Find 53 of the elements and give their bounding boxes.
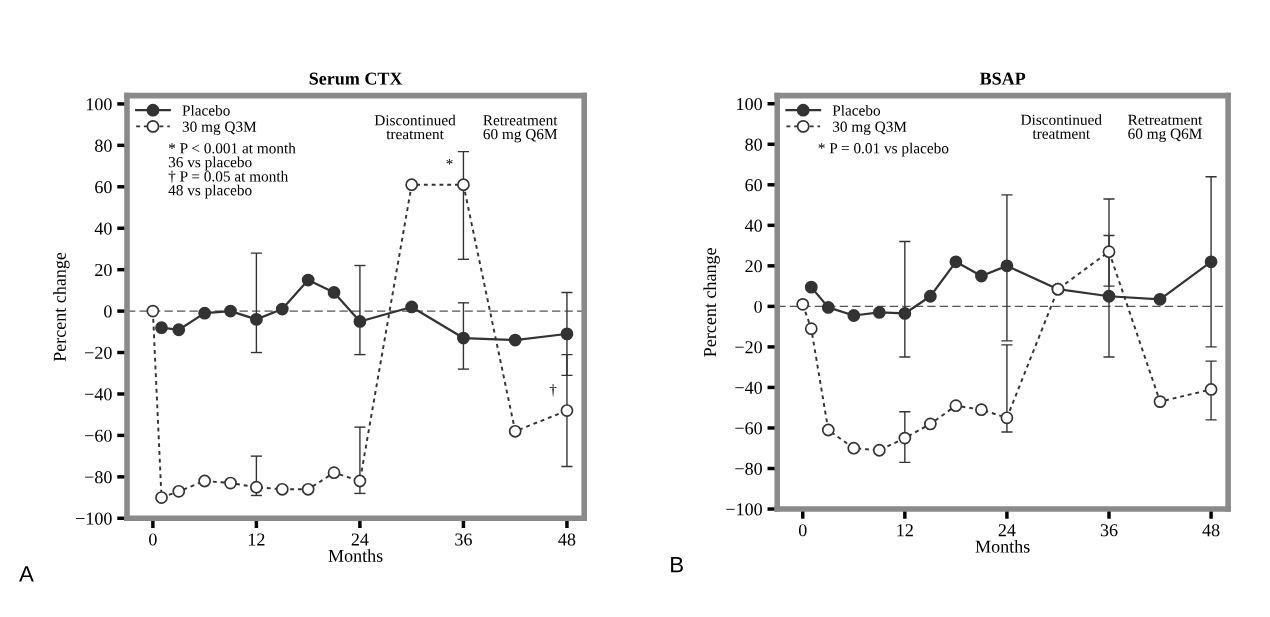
y-tick-label: −60 [735, 422, 762, 435]
annotation: † [549, 384, 557, 397]
y-tick-label: 0 [754, 300, 762, 313]
legend-label: 30 mg Q3M [182, 121, 257, 136]
y-tick-label: −80 [735, 462, 762, 475]
annotation: † P = 0.05 at month 48 vs placebo [168, 170, 289, 199]
x-tick-label: 24 [351, 533, 369, 546]
y-tick-label: −80 [85, 471, 112, 484]
y-tick-label: −20 [85, 346, 112, 359]
annotation: Discontinued treatment [1020, 114, 1102, 139]
annotation: * P = 0.01 vs placebo [818, 142, 949, 157]
y-tick-label: −40 [85, 388, 112, 401]
y-tick-label: −40 [735, 381, 762, 394]
y-axis-title: Percent change [703, 248, 720, 357]
y-tick-label: 20 [95, 263, 112, 277]
legend-label: Placebo [182, 104, 230, 116]
y-tick-label: −60 [85, 429, 112, 442]
y-tick-label: −100 [726, 503, 762, 516]
legend-label: Placebo [832, 104, 881, 116]
y-tick-label: 40 [94, 222, 112, 235]
y-tick-label: 20 [745, 260, 762, 273]
x-tick-label: 0 [149, 533, 157, 546]
annotation: Retreatment 60 mg Q6M [1128, 114, 1203, 142]
x-tick-label: 24 [998, 524, 1016, 537]
legend-label: 30 mg Q3M [832, 121, 907, 136]
y-tick-label: 60 [745, 179, 762, 192]
y-tick-label: 60 [95, 181, 112, 194]
y-tick-label: 100 [737, 98, 762, 111]
x-tick-label: 36 [1100, 524, 1118, 537]
annotation: * P < 0.001 at month 36 vs placebo [168, 142, 296, 171]
x-tick-label: 48 [558, 533, 576, 546]
y-tick-label: 80 [95, 139, 112, 152]
y-tick-label: 100 [86, 98, 112, 111]
y-tick-label: 80 [745, 138, 762, 151]
y-axis-title: Percent change [53, 252, 70, 362]
y-tick-label: 0 [104, 305, 112, 318]
x-tick-label: 0 [798, 524, 807, 537]
y-tick-label: −100 [76, 512, 112, 525]
annotation: Retreatment 60 mg Q6M [483, 115, 558, 143]
annotation: * [446, 158, 453, 165]
y-tick-label: 40 [744, 219, 762, 232]
x-tick-label: 36 [455, 533, 472, 546]
x-tick-label: 48 [1202, 524, 1220, 537]
chart-title: Serum CTX [309, 72, 403, 85]
text: A [19, 566, 34, 582]
text: B [671, 557, 683, 573]
y-tick-label: −20 [735, 341, 762, 354]
x-tick-label: 12 [897, 524, 913, 537]
x-axis-title: Months [975, 539, 1030, 553]
x-axis-title: Months [328, 549, 383, 562]
chart-title: BSAP [979, 72, 1026, 85]
annotation: Discontinued treatment [374, 114, 456, 140]
x-tick-label: 12 [248, 533, 265, 546]
